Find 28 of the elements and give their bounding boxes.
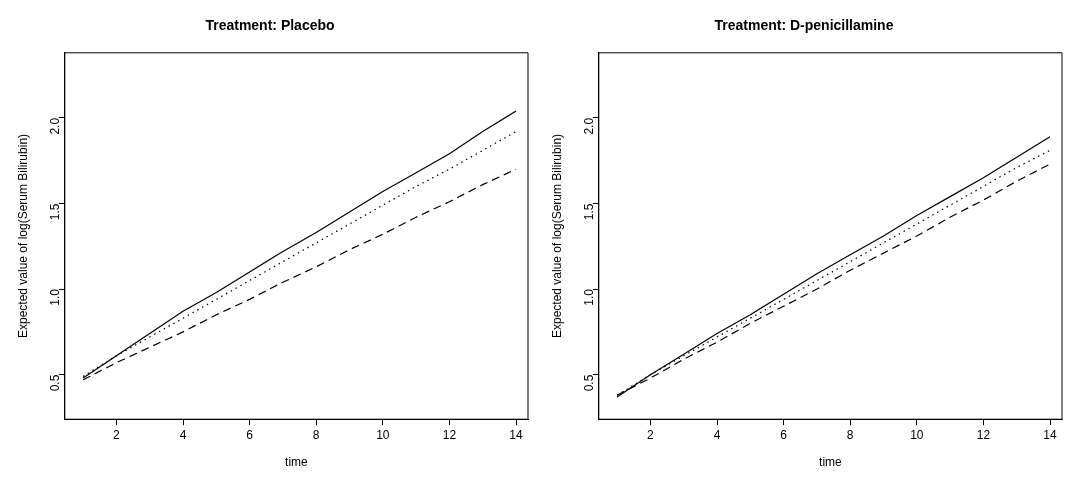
x-tick-label: 14 <box>1043 427 1058 442</box>
y-tick-label: 1.0 <box>582 288 597 306</box>
y-tick-label: 2.0 <box>48 117 63 135</box>
x-tick-label: 6 <box>246 427 254 442</box>
chart-title: Treatment: D-penicillamine <box>714 17 894 34</box>
x-tick-label: 8 <box>312 427 320 442</box>
y-axis-title: Expected value of log(Serum Bilirubin) <box>15 133 30 339</box>
x-tick-label: 6 <box>780 427 788 442</box>
y-tick-label: 0.5 <box>582 374 597 392</box>
y-tick-label: 0.5 <box>48 374 63 392</box>
x-tick-label: 4 <box>713 427 721 442</box>
y-tick-label: 1.0 <box>48 288 63 306</box>
x-tick-label: 10 <box>910 427 924 442</box>
x-axis-title: time <box>285 455 309 470</box>
x-tick-label: 2 <box>113 427 121 442</box>
x-tick-label: 12 <box>442 427 457 442</box>
x-tick-label: 12 <box>976 427 991 442</box>
x-axis-title: time <box>819 455 843 470</box>
chart-title: Treatment: Placebo <box>205 17 335 34</box>
y-tick-label: 1.5 <box>48 203 63 221</box>
x-tick-label: 8 <box>846 427 854 442</box>
x-tick-label: 14 <box>509 427 524 442</box>
y-tick-label: 1.5 <box>582 203 597 221</box>
y-tick-label: 2.0 <box>582 117 597 135</box>
y-axis-title: Expected value of log(Serum Bilirubin) <box>549 133 564 339</box>
x-tick-label: 4 <box>179 427 187 442</box>
x-tick-label: 2 <box>647 427 655 442</box>
x-tick-label: 10 <box>376 427 390 442</box>
